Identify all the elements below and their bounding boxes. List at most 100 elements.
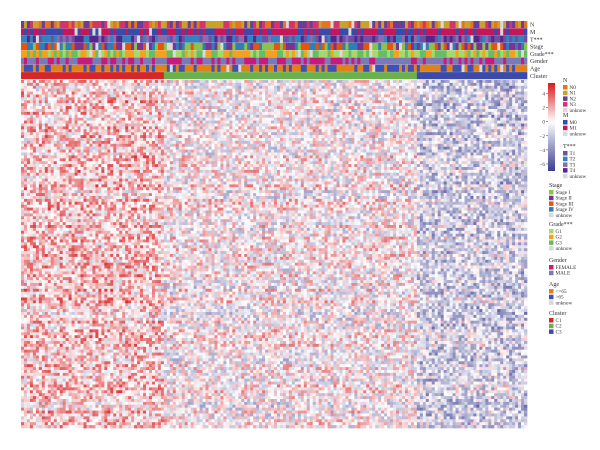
heatmap-cell	[268, 100, 271, 103]
heatmap-cell	[110, 112, 113, 115]
track-cell	[229, 43, 232, 50]
heatmap-cell	[506, 97, 509, 100]
heatmap-cell	[387, 126, 390, 129]
track-cell	[325, 50, 328, 57]
heatmap-cell	[485, 115, 488, 118]
track-cell	[24, 50, 27, 57]
heatmap-cell	[405, 138, 408, 141]
heatmap-cell	[423, 109, 426, 112]
heatmap-cell	[357, 121, 360, 124]
track-cell	[345, 65, 348, 72]
heatmap-cell	[277, 124, 280, 127]
heatmap-cell	[24, 121, 27, 124]
heatmap-cell	[164, 129, 167, 132]
heatmap-cell	[500, 86, 503, 89]
heatmap-cell	[381, 103, 384, 106]
heatmap-cell	[140, 86, 143, 89]
heatmap-cell	[21, 97, 24, 100]
heatmap-cell	[509, 80, 512, 83]
heatmap-cell	[191, 121, 194, 124]
heatmap-cell	[131, 89, 134, 92]
heatmap-cell	[84, 112, 87, 115]
heatmap-cell	[521, 112, 524, 115]
track-cell	[113, 36, 116, 43]
track-cell	[134, 43, 137, 50]
heatmap-cell	[27, 80, 30, 83]
heatmap-cell	[494, 106, 497, 109]
heatmap-cell	[357, 83, 360, 86]
heatmap-cell	[170, 97, 173, 100]
heatmap-cell	[39, 118, 42, 121]
track-cell	[247, 65, 250, 72]
heatmap-cell	[366, 138, 369, 141]
heatmap-cell	[491, 109, 494, 112]
heatmap-cell	[182, 118, 185, 121]
track-cell	[479, 58, 482, 65]
track-cell	[470, 65, 473, 72]
heatmap-cell	[286, 106, 289, 109]
heatmap-cell	[182, 129, 185, 132]
heatmap-cell	[420, 103, 423, 106]
heatmap-cell	[351, 124, 354, 127]
track-cell	[48, 50, 51, 57]
track-cell	[432, 58, 435, 65]
heatmap-cell	[464, 92, 467, 95]
heatmap-cell	[500, 83, 503, 86]
track-cell	[57, 58, 60, 65]
heatmap-cell	[473, 86, 476, 89]
heatmap-cell	[301, 86, 304, 89]
heatmap-cell	[524, 100, 527, 103]
heatmap-cell	[244, 109, 247, 112]
track-cell	[310, 21, 313, 28]
heatmap-cell	[396, 95, 399, 98]
heatmap-cell	[179, 83, 182, 86]
heatmap-cell	[107, 126, 110, 129]
track-cell	[250, 72, 253, 79]
heatmap-cell	[286, 103, 289, 106]
heatmap-cell	[238, 106, 241, 109]
heatmap-cell	[209, 135, 212, 138]
track-cell	[137, 43, 140, 50]
heatmap-cell	[381, 112, 384, 115]
track-cell	[42, 65, 45, 72]
heatmap-cell	[140, 112, 143, 115]
heatmap-cell	[39, 83, 42, 86]
track-cell	[432, 21, 435, 28]
heatmap-cell	[95, 83, 98, 86]
heatmap-cell	[339, 92, 342, 95]
track-cell	[241, 72, 244, 79]
track-cell	[518, 43, 521, 50]
heatmap-cell	[274, 112, 277, 115]
heatmap-cell	[200, 121, 203, 124]
heatmap-cell	[518, 83, 521, 86]
heatmap-cell	[110, 115, 113, 118]
track-cell	[363, 21, 366, 28]
heatmap-cell	[476, 132, 479, 135]
track-cell	[262, 50, 265, 57]
track-cell	[152, 50, 155, 57]
heatmap-cell	[158, 141, 161, 144]
heatmap-cell	[506, 80, 509, 83]
heatmap-cell	[122, 135, 125, 138]
heatmap-cell	[131, 138, 134, 141]
track-cell	[491, 65, 494, 72]
track-cell	[211, 65, 214, 72]
track-cell	[48, 65, 51, 72]
heatmap-cell	[280, 103, 283, 106]
heatmap-cell	[63, 135, 66, 138]
heatmap-cell	[200, 106, 203, 109]
heatmap-cell	[30, 124, 33, 127]
track-cell	[411, 21, 414, 28]
track-cell	[521, 65, 524, 72]
heatmap-cell	[268, 106, 271, 109]
heatmap-cell	[351, 129, 354, 132]
heatmap-cell	[375, 124, 378, 127]
heatmap-cell	[78, 141, 81, 144]
track-cell	[500, 28, 503, 35]
heatmap-cell	[408, 100, 411, 103]
heatmap-cell	[488, 124, 491, 127]
track-cell	[104, 43, 107, 50]
heatmap-cell	[89, 86, 92, 89]
track-cell	[268, 21, 271, 28]
heatmap-cell	[524, 115, 527, 118]
